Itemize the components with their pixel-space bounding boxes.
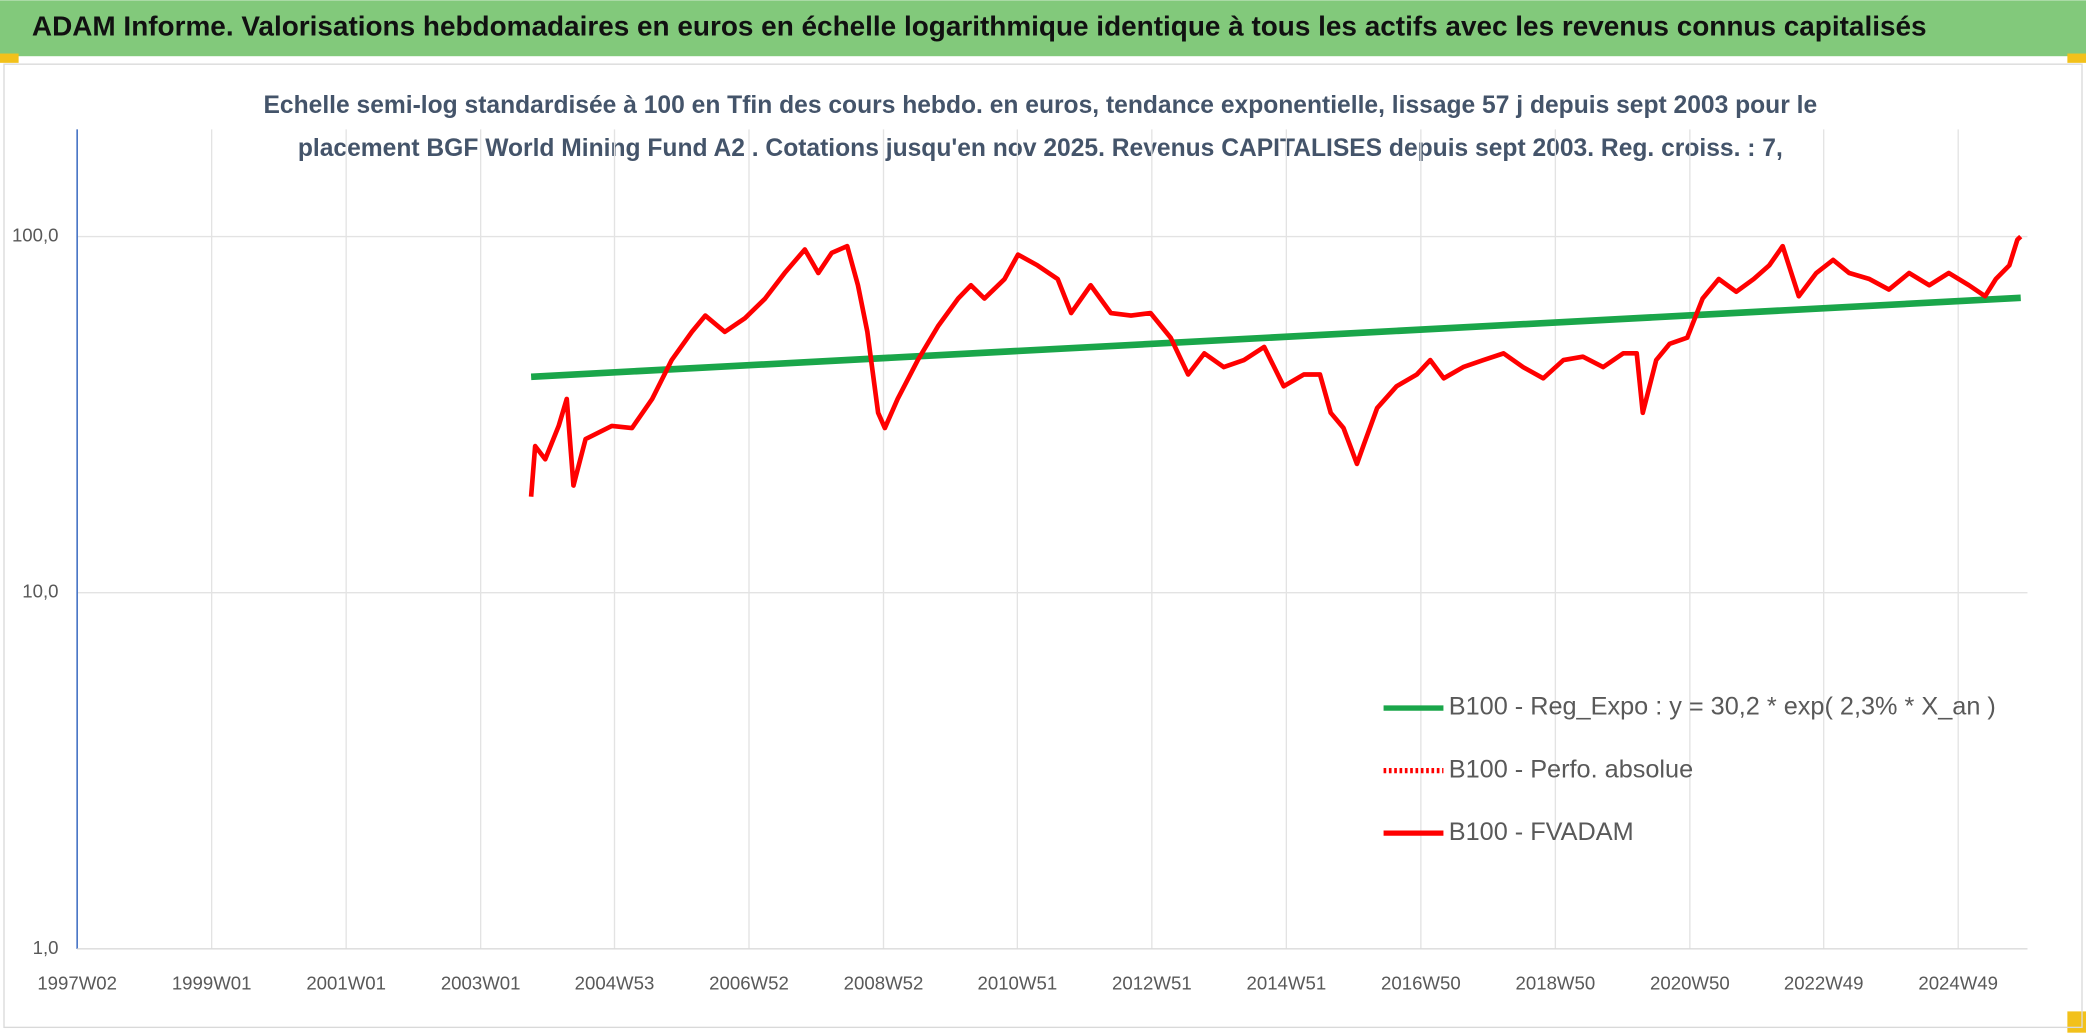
x-tick-label: 2016W50 [1381, 973, 1461, 994]
x-tick-label: 2003W01 [441, 973, 521, 994]
legend-label: B100 - FVADAM [1449, 818, 1634, 846]
x-tick-label: 1997W02 [37, 973, 117, 994]
x-tick-label: 2024W49 [1918, 973, 1998, 994]
chart-frame [3, 63, 2083, 1029]
x-tick-label: 2022W49 [1784, 973, 1864, 994]
x-tick-label: 2018W50 [1516, 973, 1596, 994]
chart-title: ADAM Informe. Valorisations hebdomadaire… [32, 11, 1927, 42]
series-line [530, 294, 2021, 381]
corner-mark [2067, 1011, 2086, 1033]
header-bar [0, 0, 2086, 57]
x-tick-label: 2012W51 [1112, 973, 1192, 994]
x-tick-label: 1999W01 [172, 973, 252, 994]
x-tick-label: 2001W01 [306, 973, 386, 994]
y-tick-label: 10,0 [22, 581, 58, 602]
x-tick-label: 2004W53 [575, 973, 655, 994]
x-tick-label: 2020W50 [1650, 973, 1730, 994]
chart-subtitle: Echelle semi-log standardisée à 100 en T… [264, 92, 1818, 119]
x-tick-label: 2010W51 [978, 973, 1058, 994]
x-tick-label: 2006W52 [709, 973, 789, 994]
corner-mark [2067, 53, 2086, 63]
legend-label: B100 - Perfo. absolue [1449, 755, 1693, 783]
chart-subtitle: placement BGF World Mining Fund A2 . Cot… [298, 135, 1783, 162]
corner-mark [0, 53, 19, 63]
y-tick-label: 100,0 [12, 224, 59, 245]
x-tick-label: 2008W52 [844, 973, 924, 994]
y-tick-label: 1,0 [33, 937, 59, 958]
series-line [528, 234, 2023, 497]
legend-label: B100 - Reg_Expo : y = 30,2 * exp( 2,3% *… [1449, 693, 1996, 721]
x-tick-label: 2014W51 [1247, 973, 1327, 994]
